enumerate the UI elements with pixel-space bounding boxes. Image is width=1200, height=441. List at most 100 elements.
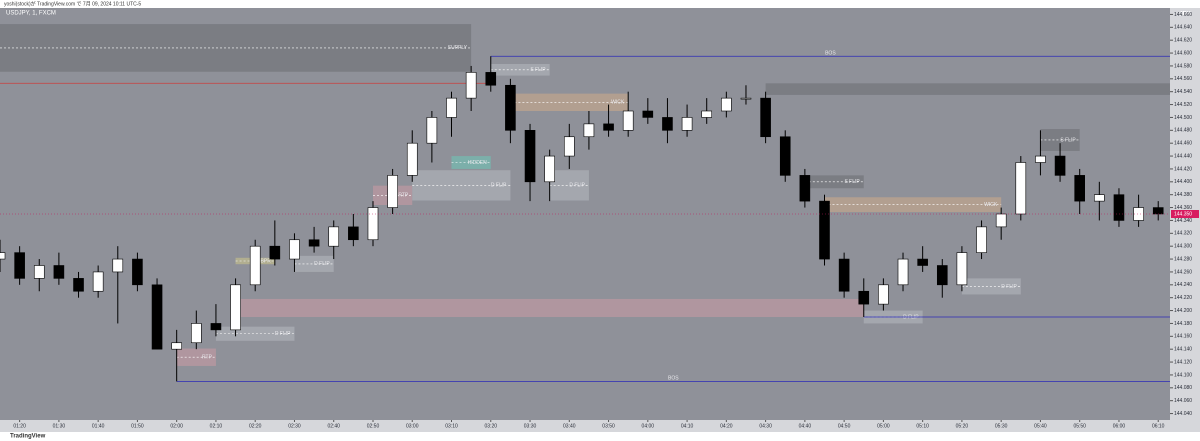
x-tick-label: 04:30 (759, 423, 772, 429)
candle-body (289, 239, 300, 260)
candle-body (956, 252, 968, 286)
candle-body (721, 97, 732, 112)
candle-body (171, 342, 182, 350)
source: yoshi(stock)が TradingView.com で 7月 09, 2… (4, 0, 141, 7)
x-tick-label: 03:30 (524, 423, 537, 429)
candle-body (446, 97, 457, 118)
candle-body (779, 136, 791, 176)
candle-body (191, 323, 202, 344)
x-tick-label: 04:50 (838, 423, 851, 429)
candle-body (1133, 207, 1144, 221)
candle-body (1113, 194, 1125, 221)
x-tick-label: 03:40 (563, 423, 576, 429)
zone-label: RTP (398, 193, 409, 199)
y-tick-label: 144.540 (1174, 89, 1192, 95)
zone-label: WICK (611, 100, 625, 106)
candle-body (917, 258, 928, 266)
candle-body (73, 278, 84, 292)
y-tick-label: 144.500 (1174, 115, 1192, 121)
candle-body (53, 265, 65, 279)
level-label: BOS (825, 51, 836, 57)
zone (235, 298, 864, 317)
logo[interactable]: TradingView (10, 434, 46, 440)
axes: 144.660 144.640 144.620 144.600 144.580 144.5… (13, 12, 1199, 429)
x-tick-label: 01:20 (13, 423, 26, 429)
y-tick-label: 144.100 (1174, 372, 1192, 378)
x-tick-label: 05:50 (1073, 423, 1086, 429)
candle-body (976, 226, 987, 253)
candle-body (544, 155, 555, 183)
y-tick-label: 144.420 (1174, 166, 1192, 172)
x-tick-label: 04:40 (799, 423, 812, 429)
x-tick-label: 05:00 (877, 423, 890, 429)
price-axis (1170, 8, 1200, 432)
candle-body (151, 284, 163, 350)
candle-body (760, 97, 771, 138)
candle-body (14, 252, 25, 279)
y-tick-label: 144.080 (1174, 385, 1192, 391)
candle-body (230, 284, 241, 331)
candle-body (92, 271, 104, 292)
y-tick-label: 144.600 (1174, 50, 1192, 56)
candle-body (995, 213, 1007, 228)
zone (176, 348, 216, 366)
candle-body (1015, 162, 1027, 215)
y-tick-label: 144.280 (1174, 256, 1192, 262)
symbol: USDJPY, 1, FXCM (6, 11, 56, 17)
candle-body (328, 226, 340, 247)
candle-body (132, 258, 143, 286)
zone-label: RTP (202, 355, 213, 361)
zone-label: S FLIP (844, 179, 860, 185)
zone-label: D FLIP (275, 331, 291, 337)
y-tick-label: 144.220 (1174, 295, 1192, 301)
y-tick-label: 144.140 (1174, 347, 1192, 353)
x-tick-label: 05:30 (995, 423, 1008, 429)
y-tick-label: 144.160 (1174, 334, 1192, 340)
x-tick-label: 03:00 (406, 423, 419, 429)
candle-body (701, 110, 713, 118)
candle-body (681, 117, 693, 131)
x-tick-label: 03:10 (445, 423, 458, 429)
candle-body (838, 258, 850, 292)
x-tick-label: 06:10 (1152, 423, 1165, 429)
zone (510, 93, 629, 111)
candle-body (878, 284, 889, 305)
zone-label: SUPPLY (448, 45, 468, 51)
candle-body (524, 130, 536, 183)
x-tick-label: 05:40 (1034, 423, 1047, 429)
candle-body (858, 290, 870, 305)
y-tick-label: 144.380 (1174, 192, 1192, 198)
y-tick-label: 144.180 (1174, 321, 1192, 327)
y-tick-label: 144.560 (1174, 76, 1192, 82)
x-tick-label: 03:50 (602, 423, 615, 429)
plot: SUPPLY RTP RTP BPR HIDDEN WICK WICK D FLIP D FLI… (0, 24, 1170, 382)
candle-body (367, 207, 379, 241)
candle-body (348, 226, 359, 241)
candle-body (897, 258, 909, 286)
y-tick-label: 144.060 (1174, 398, 1192, 404)
zone-label: S FLIP (1060, 137, 1076, 143)
zone (765, 83, 1170, 95)
x-tick-label: 04:10 (681, 423, 694, 429)
time-axis (0, 420, 1170, 432)
zone-label: D FLIP (1001, 284, 1017, 290)
y-tick-label: 144.520 (1174, 102, 1192, 108)
candle-body (112, 258, 124, 273)
y-tick-label: 144.240 (1174, 282, 1192, 288)
candle-body (33, 265, 45, 279)
candle-body (1152, 207, 1164, 215)
y-tick-label: 144.340 (1174, 218, 1192, 224)
candle-body (819, 200, 830, 260)
currency: JPY (1179, 12, 1190, 18)
x-tick-label: 02:20 (249, 423, 262, 429)
y-tick-label: 144.440 (1174, 153, 1192, 159)
candle-body (249, 245, 261, 286)
x-tick-label: 04:00 (642, 423, 655, 429)
candle-body (426, 117, 438, 144)
level-label: BOS (668, 376, 679, 382)
candle-body (485, 72, 497, 86)
x-tick-label: 02:10 (210, 423, 223, 429)
candle-body (1094, 194, 1105, 202)
candle-body (387, 175, 398, 208)
candle-body (563, 136, 575, 157)
